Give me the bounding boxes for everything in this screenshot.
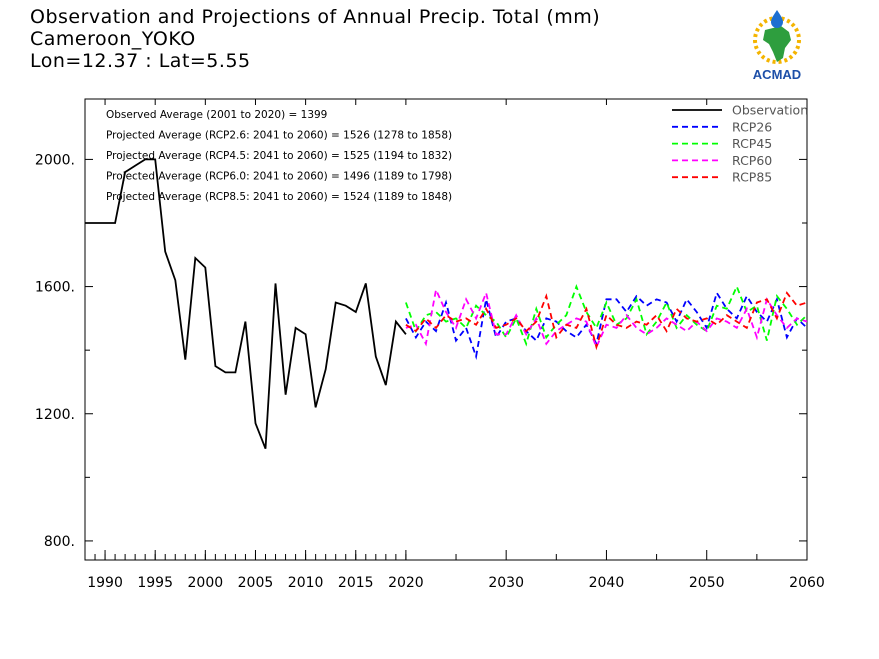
annotation-line: Projected Average (RCP4.5: 2041 to 2060)… [106, 150, 452, 162]
x-axis: 1990 1995 2000 2005 2010 2015 2020 2030 2040 2050… [84, 99, 825, 591]
x-tick-label: 2015 [338, 575, 374, 591]
africa-raindrop-sun-icon [753, 10, 801, 64]
logo-text: ACMAD [753, 67, 801, 82]
x-tick-label: 2010 [288, 575, 324, 591]
series-layer [85, 158, 808, 450]
plot-area [84, 98, 808, 561]
acmad-logo: ACMAD [753, 10, 801, 82]
annotation-line: Projected Average (RCP6.0: 2041 to 2060)… [106, 171, 452, 183]
legend-label-rcp26: RCP26 [732, 119, 772, 134]
annotation-line: Projected Average (RCP8.5: 2041 to 2060)… [106, 191, 452, 203]
series-line-observation [85, 158, 407, 450]
y-tick-label: 2000. [35, 152, 75, 168]
station-name: Cameroon_YOKO [30, 28, 196, 50]
plot-frame [84, 98, 808, 561]
x-tick-label: 2005 [238, 575, 274, 591]
legend-label-rcp85: RCP85 [732, 170, 772, 185]
legend-label-rcp60: RCP60 [732, 153, 772, 168]
legend-label-observation: Observation [732, 103, 808, 118]
x-tick-label: 2020 [388, 575, 424, 591]
x-tick-label: 2050 [689, 575, 725, 591]
chart-title: Observation and Projections of Annual Pr… [30, 6, 601, 28]
annotations: Observed Average (2001 to 2020) = 1399 Pr… [106, 109, 452, 203]
series-line-rcp45 [405, 284, 808, 347]
series-line-rcp26 [405, 290, 808, 361]
annotation-line: Observed Average (2001 to 2020) = 1399 [106, 109, 327, 121]
y-axis: 800. 1200. 1600. 2000. [35, 152, 807, 550]
y-tick-label: 1600. [35, 280, 75, 296]
series-line-rcp60 [405, 286, 808, 350]
title-block: Observation and Projections of Annual Pr… [30, 6, 600, 72]
y-tick-label: 1200. [35, 407, 75, 423]
y-tick-label: 800. [44, 534, 75, 550]
x-tick-label: 2060 [789, 575, 825, 591]
annotation-line: Projected Average (RCP2.6: 2041 to 2060)… [106, 130, 452, 142]
legend-label-rcp45: RCP45 [732, 136, 772, 151]
x-tick-label: 2040 [589, 575, 625, 591]
x-tick-label: 2000 [188, 575, 224, 591]
station-coords: Lon=12.37 : Lat=5.55 [30, 50, 251, 72]
x-tick-label: 1990 [87, 575, 123, 591]
x-tick-label: 1995 [137, 575, 173, 591]
x-tick-label: 2030 [488, 575, 524, 591]
